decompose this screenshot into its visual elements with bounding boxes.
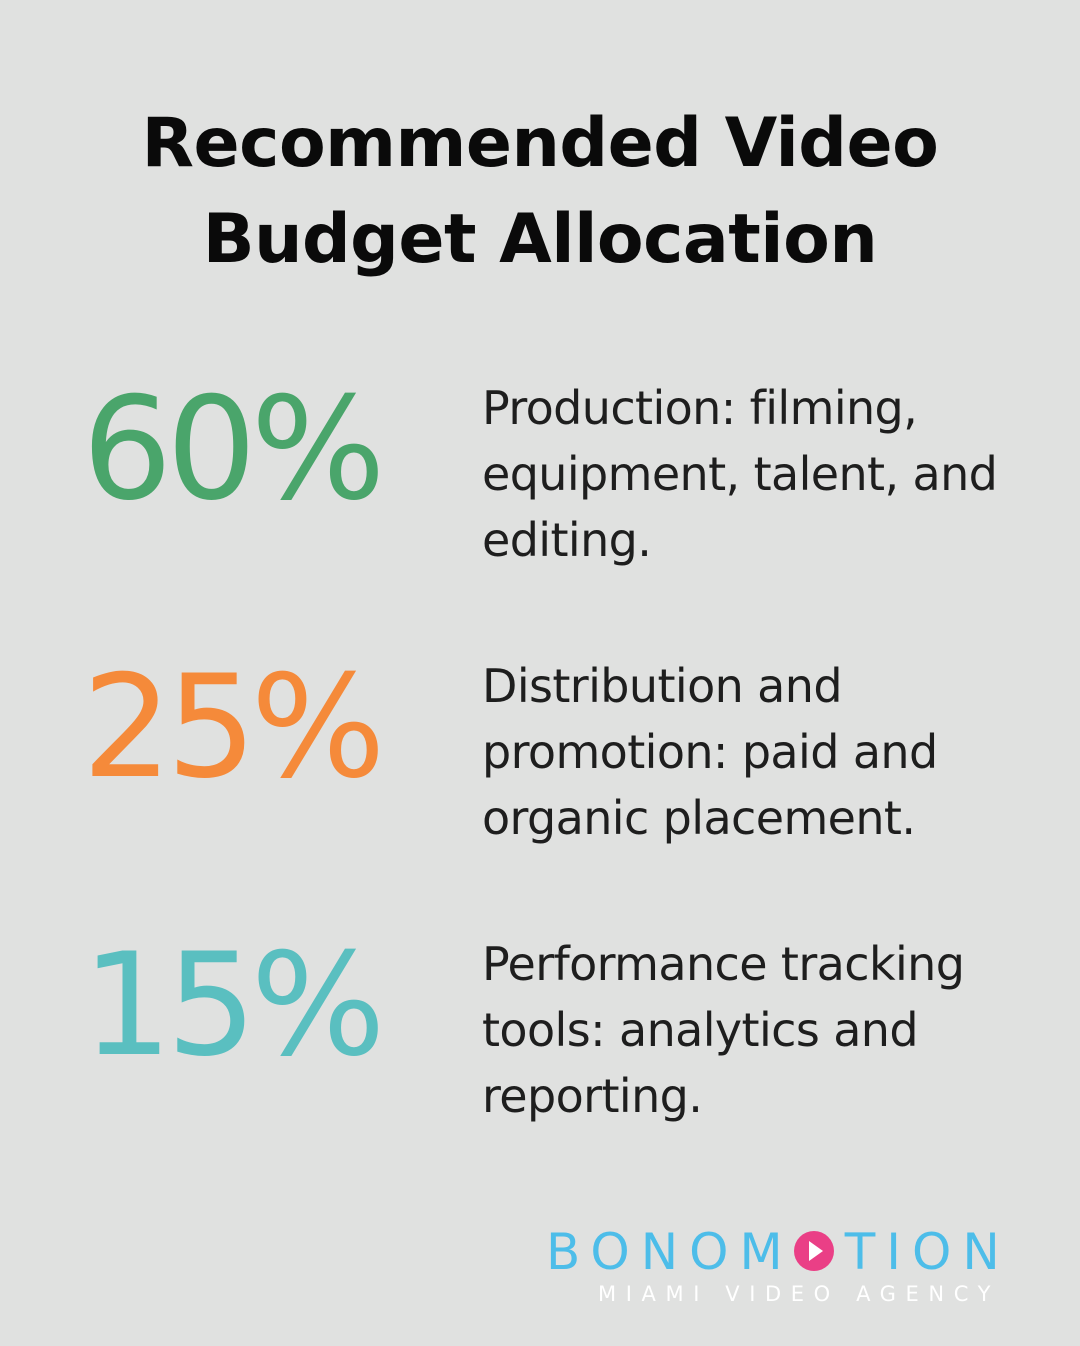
logo-word-before: BONOM [546,1223,794,1281]
stat-value: 60% [82,367,386,532]
stat-value: 15% [82,923,386,1088]
logo-wordmark: BONOM TION [546,1222,1011,1282]
logo-word-after: TION [844,1223,1011,1281]
stat-description: Production: filming, equipment, talent, … [482,381,998,567]
title-line-2: Budget Allocation [202,200,878,279]
logo-tagline: MIAMI VIDEO AGENCY [598,1282,1001,1306]
stat-description: Performance tracking tools: analytics an… [482,937,965,1123]
stat-row-tracking: 15% Performance tracking tools: analytic… [0,931,1080,1131]
stat-row-production: 60% Production: filming, equipment, tale… [0,375,1080,575]
page-title: Recommended Video Budget Allocation [0,96,1080,288]
stat-description: Distribution and promotion: paid and org… [482,659,938,845]
brand-logo: BONOM TION MIAMI VIDEO AGENCY [540,1222,1040,1312]
play-circle-icon [793,1231,834,1271]
stat-row-distribution: 25% Distribution and promotion: paid and… [0,653,1080,853]
stat-value: 25% [82,645,386,810]
title-line-1: Recommended Video [141,104,939,183]
